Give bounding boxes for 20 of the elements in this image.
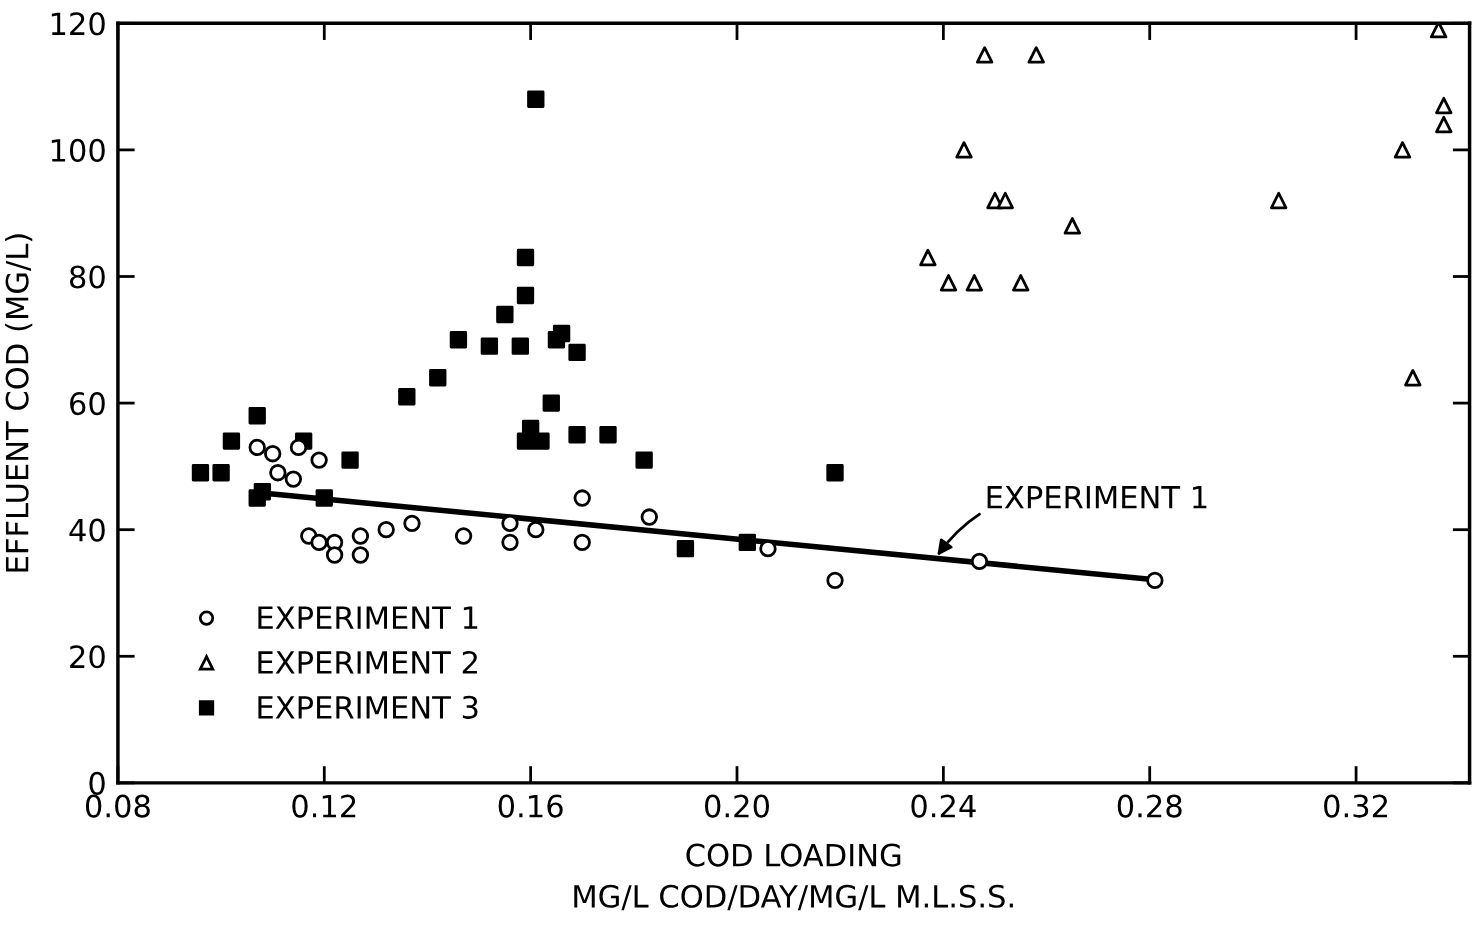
legend-label: EXPERIMENT 1	[258, 606, 478, 629]
x-tick-label: 0.20	[705, 794, 769, 818]
text: 0.08	[85, 794, 150, 818]
x-tick-label: 0.12	[292, 794, 356, 818]
x-tick-label: 0.16	[498, 794, 563, 818]
y-tick-label: 120	[51, 12, 105, 36]
x-axis-title: COD LOADING MG/L COD/DAY/MG/L M.L.S.S.	[574, 843, 1013, 911]
y-tick-label: 40	[69, 518, 105, 542]
x-tick-label: 0.32	[1324, 794, 1388, 818]
y-tick-label: 80	[70, 265, 105, 289]
y-tick-label: 100	[51, 138, 105, 162]
x-tick-label: 0.24	[911, 794, 976, 818]
y-tick-label: 0	[89, 771, 105, 795]
legend-label: EXPERIMENT 3	[258, 695, 478, 719]
y-axis-title: EFFLUENT COD (MG/L)	[5, 234, 33, 572]
annotation: EXPERIMENT 1	[987, 486, 1207, 509]
x-tick-label: 0.28	[1117, 794, 1182, 818]
legend-label: EXPERIMENT 2	[258, 650, 477, 674]
y-tick-label: 20	[70, 645, 105, 669]
y-tick-label: 60	[70, 392, 105, 416]
